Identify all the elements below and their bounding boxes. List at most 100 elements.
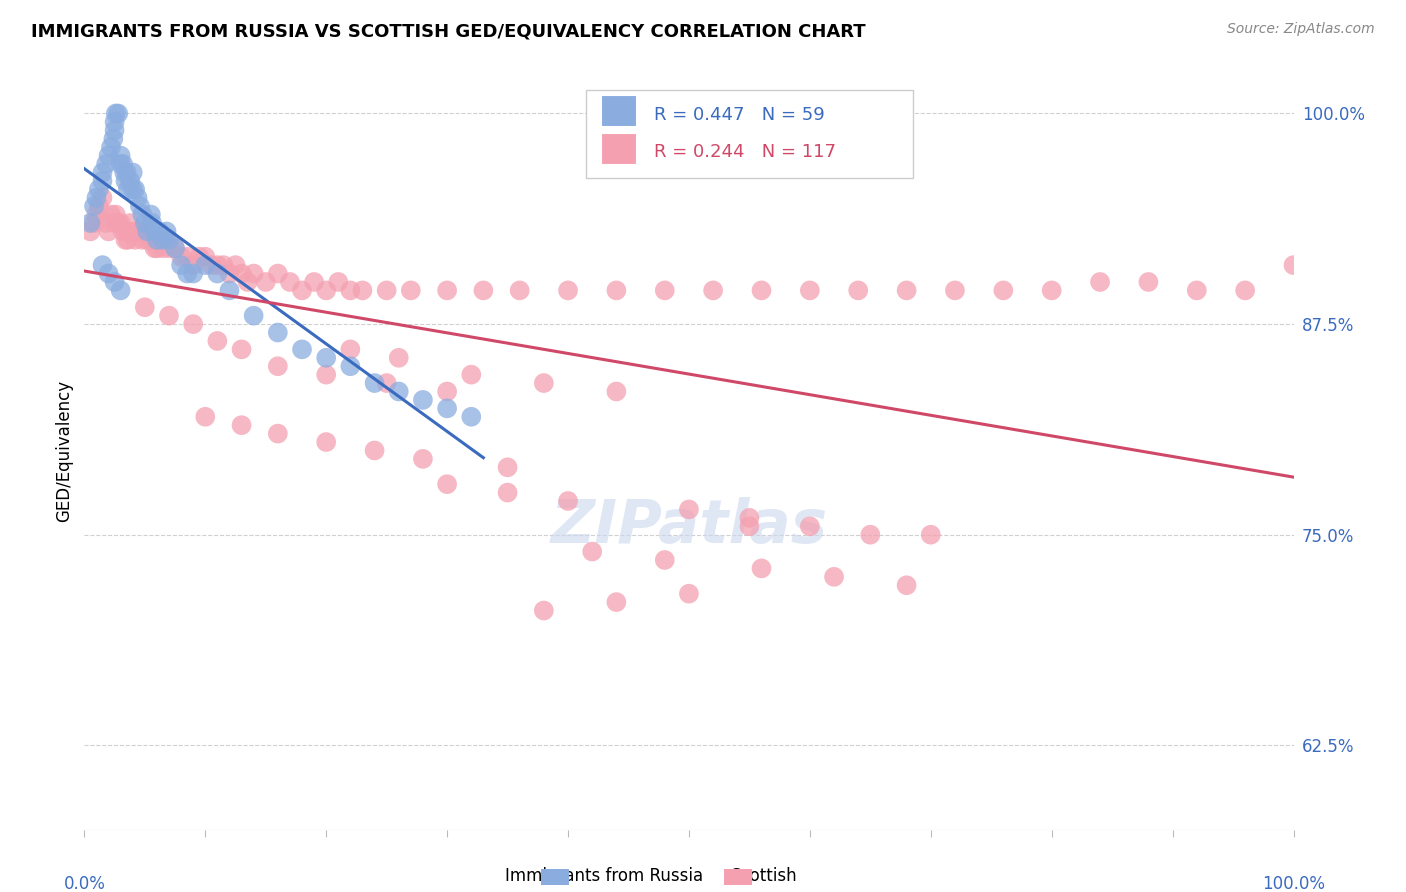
Point [460,409,482,424]
Point [114,174,136,188]
Point [678,502,700,516]
Point [412,451,434,466]
Point [436,384,458,399]
Point [176,267,198,281]
Point [181,317,204,331]
Point [103,132,125,146]
Text: R = 0.447   N = 59: R = 0.447 N = 59 [654,105,825,124]
Point [218,284,240,298]
Point [315,351,337,365]
Point [799,284,821,298]
Point [236,275,259,289]
Point [104,106,127,120]
Point [533,376,555,390]
Point [129,224,152,238]
Point [110,157,132,171]
Point [751,561,773,575]
Point [127,224,149,238]
Point [107,216,129,230]
Point [146,241,169,255]
Point [112,157,135,171]
Point [218,267,240,281]
Point [896,578,918,592]
Text: IMMIGRANTS FROM RUSSIA VS SCOTTISH GED/EQUIVALENCY CORRELATION CHART: IMMIGRANTS FROM RUSSIA VS SCOTTISH GED/E… [31,22,866,40]
Point [131,208,153,222]
Point [91,165,114,179]
Point [91,174,114,188]
Point [738,519,761,533]
Point [129,199,152,213]
FancyBboxPatch shape [586,90,912,178]
Point [97,224,120,238]
Point [388,351,411,365]
Point [702,284,724,298]
Point [605,595,627,609]
Point [225,258,247,272]
Point [267,359,290,374]
Point [799,519,821,533]
Point [859,527,882,541]
Point [943,284,966,298]
Point [134,224,156,238]
Point [557,284,579,298]
Point [83,216,105,230]
Point [100,140,122,154]
Point [496,460,519,475]
Point [117,182,139,196]
Point [436,284,458,298]
Point [86,208,108,222]
Point [124,182,146,196]
Point [194,258,217,272]
Point [139,208,162,222]
Point [605,284,627,298]
Point [751,284,773,298]
Point [134,216,156,230]
Point [152,233,174,247]
Point [654,553,676,567]
Point [291,284,314,298]
Point [1040,284,1063,298]
Point [496,485,519,500]
Point [115,224,138,238]
FancyBboxPatch shape [600,133,637,165]
Point [302,275,325,289]
Point [375,284,398,298]
Point [181,258,204,272]
Point [200,258,222,272]
Point [267,267,290,281]
Point [104,216,127,230]
Point [339,343,361,357]
Point [254,275,277,289]
Point [231,418,253,433]
Point [97,267,120,281]
Point [436,401,458,416]
Point [1282,258,1305,272]
Point [112,165,135,179]
Point [315,435,337,450]
Point [207,267,229,281]
Point [110,216,132,230]
Point [157,233,180,247]
Point [242,309,264,323]
Point [87,182,110,196]
Point [157,309,180,323]
Point [363,443,385,458]
Point [846,284,869,298]
Text: Scottish: Scottish [731,867,797,885]
Point [94,216,117,230]
Point [388,384,411,399]
Y-axis label: GED/Equivalency: GED/Equivalency [55,379,73,522]
Point [581,544,603,558]
Point [181,267,204,281]
Point [1088,275,1111,289]
Point [143,241,166,255]
Point [139,233,162,247]
Point [83,199,105,213]
Point [110,148,132,162]
Point [79,216,101,230]
Point [143,224,166,238]
Point [605,384,627,399]
Point [86,191,108,205]
Point [155,224,177,238]
Point [291,343,314,357]
